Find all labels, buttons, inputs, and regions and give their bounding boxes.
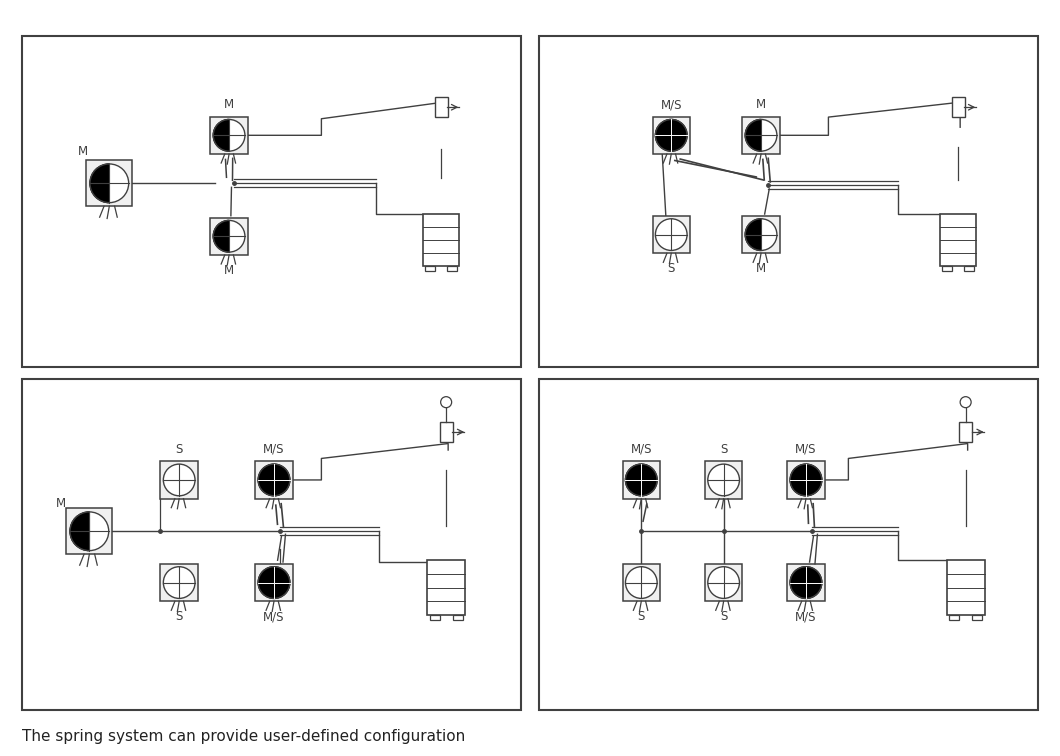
Text: M: M — [756, 98, 766, 111]
Text: M: M — [756, 262, 766, 275]
Bar — [425, 265, 436, 271]
Bar — [788, 461, 825, 499]
Bar — [160, 461, 198, 499]
Bar — [435, 98, 447, 117]
Bar — [22, 379, 522, 710]
Bar — [964, 265, 974, 271]
Wedge shape — [761, 218, 777, 250]
Bar — [210, 116, 248, 154]
Text: S: S — [720, 610, 727, 624]
Bar — [67, 508, 112, 554]
Circle shape — [655, 218, 687, 250]
Wedge shape — [90, 164, 109, 203]
Circle shape — [790, 567, 822, 599]
Bar — [950, 615, 959, 620]
Wedge shape — [213, 221, 229, 252]
Text: M: M — [224, 98, 234, 111]
Bar — [653, 116, 690, 154]
Bar — [952, 98, 965, 117]
Bar — [972, 615, 982, 620]
Bar — [959, 422, 972, 442]
Wedge shape — [70, 512, 89, 550]
Circle shape — [708, 567, 740, 599]
Wedge shape — [89, 512, 109, 550]
Bar — [427, 560, 465, 615]
Wedge shape — [745, 119, 761, 151]
Text: The spring system can provide user-defined configuration: The spring system can provide user-defin… — [22, 729, 465, 744]
Wedge shape — [761, 119, 777, 151]
Bar — [622, 564, 660, 601]
Bar — [788, 564, 825, 601]
Bar — [942, 265, 952, 271]
Bar — [87, 160, 132, 206]
Bar — [742, 216, 780, 253]
Bar — [440, 422, 453, 442]
Circle shape — [655, 119, 687, 151]
Text: S: S — [176, 443, 183, 456]
Bar — [538, 36, 1038, 367]
Wedge shape — [745, 218, 761, 250]
Circle shape — [259, 567, 289, 599]
Circle shape — [625, 567, 657, 599]
Text: M/S: M/S — [263, 610, 285, 624]
Bar — [423, 213, 459, 265]
Bar — [622, 461, 660, 499]
Text: M/S: M/S — [263, 443, 285, 456]
Bar — [705, 461, 742, 499]
Wedge shape — [109, 164, 128, 203]
Circle shape — [163, 567, 195, 599]
Text: M: M — [224, 264, 234, 277]
Text: S: S — [720, 443, 727, 456]
Text: M: M — [77, 144, 88, 158]
Bar — [22, 36, 522, 367]
Bar — [255, 564, 293, 601]
Wedge shape — [229, 119, 245, 151]
Bar — [705, 564, 742, 601]
Circle shape — [790, 464, 822, 496]
Bar — [653, 216, 690, 253]
Bar — [947, 560, 985, 615]
Text: S: S — [176, 610, 183, 624]
Text: S: S — [638, 610, 644, 624]
Bar — [255, 461, 293, 499]
Bar — [940, 213, 976, 265]
Bar — [429, 615, 440, 620]
Bar — [447, 265, 457, 271]
Bar — [538, 379, 1038, 710]
Circle shape — [163, 464, 195, 496]
Wedge shape — [213, 119, 229, 151]
Circle shape — [708, 464, 740, 496]
Circle shape — [625, 464, 657, 496]
Text: M/S: M/S — [795, 610, 816, 624]
Bar — [453, 615, 462, 620]
Text: M/S: M/S — [631, 443, 652, 456]
Bar — [160, 564, 198, 601]
Text: M/S: M/S — [795, 443, 816, 456]
Text: M: M — [56, 497, 66, 510]
Circle shape — [259, 464, 289, 496]
Bar — [742, 116, 780, 154]
Wedge shape — [229, 221, 245, 252]
Text: M/S: M/S — [660, 98, 682, 111]
Text: S: S — [668, 262, 675, 275]
Bar — [210, 218, 248, 255]
